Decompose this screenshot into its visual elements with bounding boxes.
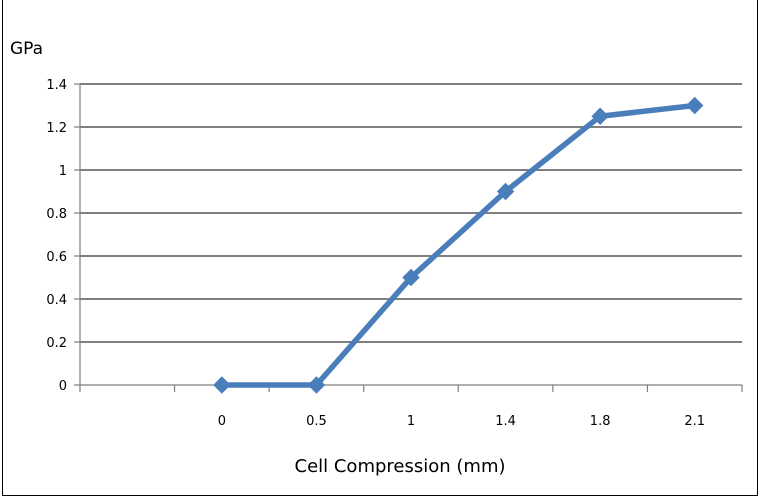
axes [74, 83, 743, 392]
data-point-marker [686, 96, 704, 115]
y-tick-label: 0.8 [46, 207, 67, 222]
x-tick-label: 2.1 [684, 414, 705, 429]
x-tick-labels: 0 0.5 1 1.4 1.8 2.1 [218, 414, 705, 429]
x-tick-label: 1.4 [495, 414, 516, 429]
data-point-marker [307, 376, 326, 394]
data-point-marker [213, 376, 231, 394]
y-tick-label: 0.6 [46, 250, 67, 265]
x-tick-label: 1 [407, 414, 415, 429]
data-point-marker [496, 182, 515, 201]
data-point-marker [591, 107, 609, 125]
y-tick-label: 0 [59, 379, 67, 394]
x-tick-label: 0 [218, 414, 226, 429]
y-tick-label: 1 [59, 164, 67, 179]
y-axis-unit-label: GPa [10, 39, 43, 59]
series-line [219, 102, 698, 388]
x-axis-label: Cell Compression (mm) [295, 456, 506, 477]
y-tick-label: 1.4 [46, 78, 67, 93]
y-tick-label: 1.2 [46, 121, 67, 136]
series-line [219, 102, 698, 388]
data-point-marker [402, 268, 420, 287]
series-markers [213, 96, 704, 394]
gridlines [80, 83, 742, 343]
y-tick-labels: 0 0.2 0.4 0.6 0.8 1 1.2 1.4 [46, 78, 67, 394]
y-tick-label: 0.4 [46, 293, 67, 308]
x-tick-label: 1.8 [590, 414, 611, 429]
x-tick-label: 0.5 [306, 414, 327, 429]
y-tick-label: 0.2 [46, 336, 67, 351]
